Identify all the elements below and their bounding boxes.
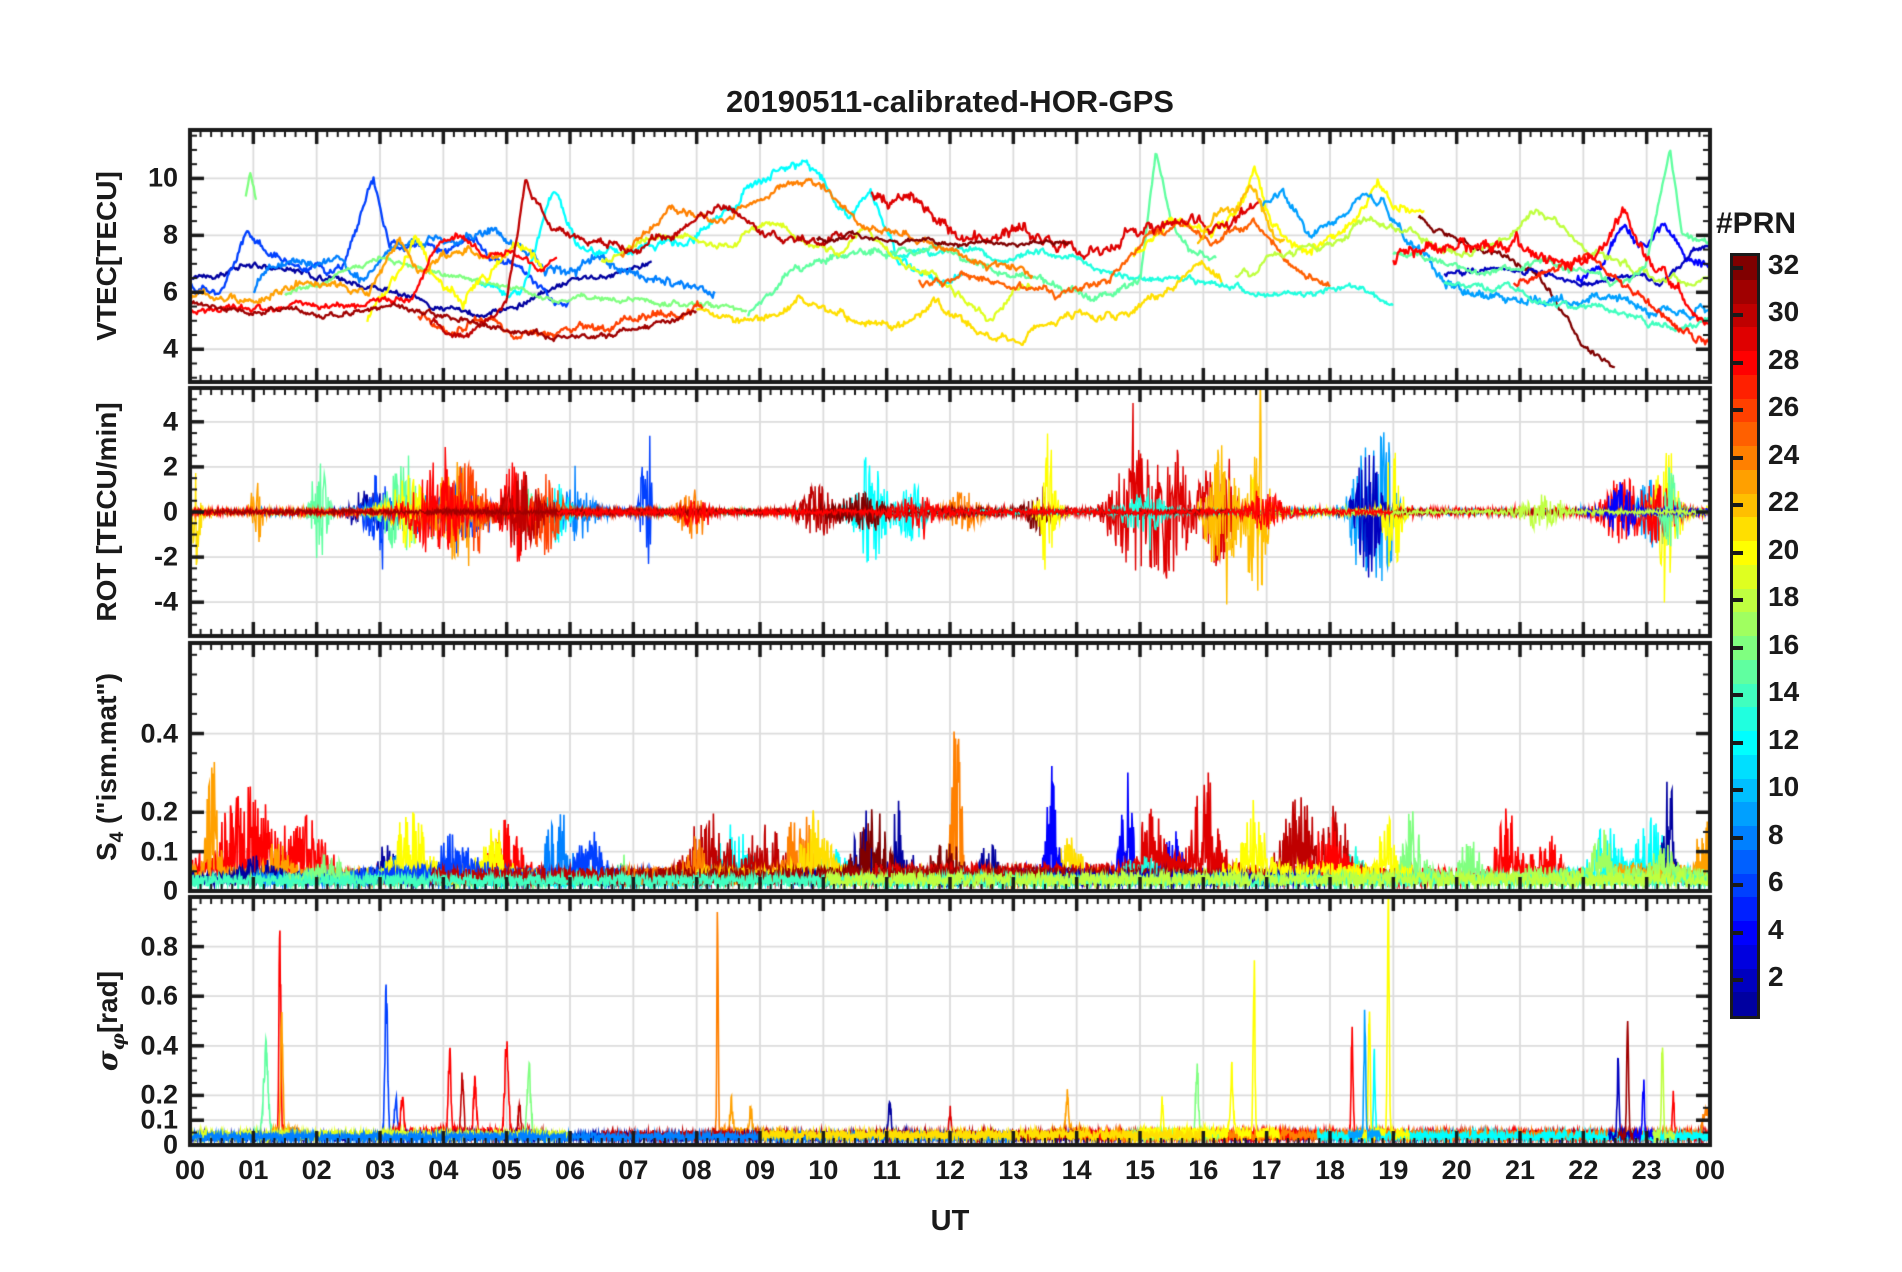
colorbar-tick-mark [1733,550,1743,555]
colorbar-segment-prn-24 [1733,446,1757,470]
y-axis-label-rot-text: ROT [TECU/min] [91,402,123,622]
colorbar-tick-mark [1733,455,1743,460]
colorbar-segment-prn-19 [1733,564,1757,589]
colorbar-tick-mark [1733,360,1743,365]
colorbar-title: #PRN [1716,207,1797,240]
sigma-glyph: σ [91,1050,125,1072]
colorbar-segment-prn-14 [1733,683,1757,708]
colorbar-tick-mark [1733,883,1743,888]
colorbar-segment-prn-31 [1733,279,1757,304]
colorbar-tick-mark [1733,978,1743,983]
colorbar-segment-prn-1 [1733,992,1757,1016]
colorbar-segment-prn-5 [1733,897,1757,921]
colorbar-tick-mark [1733,930,1743,935]
colorbar-segment-prn-10 [1733,778,1757,803]
colorbar-tick-mark [1733,265,1743,270]
x-axis-label: UT [930,1205,970,1237]
y-axis-label-vtec: VTEC[TECU] [91,171,129,341]
colorbar-tick-mark [1733,503,1743,508]
y-axis-label-s4: S4 ("ism.mat") [91,672,128,862]
colorbar-segment-prn-28 [1733,351,1757,375]
colorbar-segment-prn-11 [1733,754,1757,779]
colorbar-segment-prn-32 [1733,256,1757,280]
colorbar-segment-prn-23 [1733,469,1757,494]
colorbar-tick-mark [1733,598,1743,603]
colorbar-segment-prn-18 [1733,588,1757,613]
colorbar-segment-prn-17 [1733,612,1757,636]
colorbar-segment-prn-22 [1733,493,1757,518]
colorbar-tick-mark [1733,645,1743,650]
y-axis-label-sigma-phi: σφ[rad] [91,970,129,1072]
colorbar-segment-prn-8 [1733,826,1757,850]
colorbar-tick-mark [1733,313,1743,318]
colorbar-segment-prn-20 [1733,541,1757,565]
phi-glyph: φ [106,1033,129,1051]
chart-title: 20190511-calibrated-HOR-GPS [726,84,1174,119]
colorbar-tick-mark [1733,693,1743,698]
colorbar-segment-prn-6 [1733,873,1757,898]
colorbar-segment-prn-30 [1733,303,1757,328]
colorbar [1730,253,1760,1019]
colorbar-segment-prn-7 [1733,849,1757,874]
colorbar-tick-mark [1733,408,1743,413]
colorbar-segment-prn-2 [1733,968,1757,993]
y-axis-label-s4-text: S [91,842,123,862]
y-axis-label-rot: ROT [TECU/min] [91,402,129,621]
colorbar-segment-prn-16 [1733,636,1757,660]
colorbar-segment-prn-26 [1733,398,1757,423]
colorbar-tick-mark [1733,788,1743,793]
y-axis-label-vtec-text: VTEC[TECU] [91,171,123,341]
colorbar-segment-prn-29 [1733,327,1757,351]
colorbar-tick-mark [1733,835,1743,840]
colorbar-tick-mark [1733,740,1743,745]
colorbar-segment-prn-13 [1733,707,1757,731]
colorbar-segment-prn-25 [1733,422,1757,446]
colorbar-segment-prn-4 [1733,921,1757,945]
colorbar-segment-prn-15 [1733,659,1757,684]
colorbar-segment-prn-3 [1733,944,1757,969]
colorbar-segment-prn-21 [1733,517,1757,541]
colorbar-segment-prn-9 [1733,802,1757,826]
colorbar-segment-prn-12 [1733,731,1757,755]
colorbar-segment-prn-27 [1733,374,1757,399]
